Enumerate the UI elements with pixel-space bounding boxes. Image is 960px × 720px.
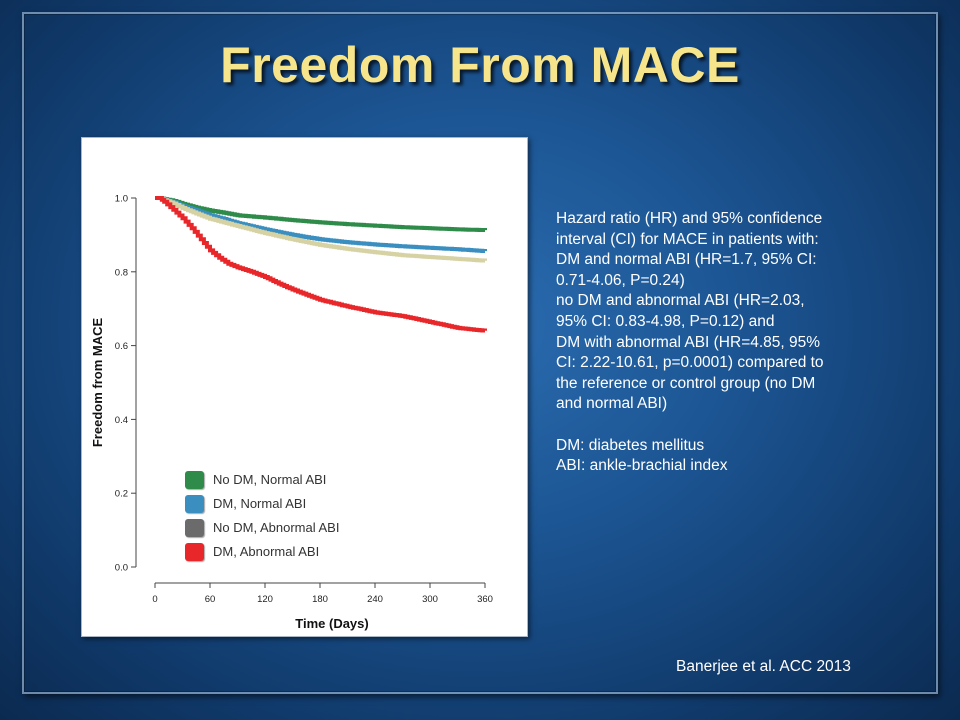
note-line: Hazard ratio (HR) and 95% confidence — [556, 210, 823, 227]
legend-swatch — [185, 471, 204, 489]
y-tick-label: 0.8 — [115, 267, 128, 278]
legend-swatch — [185, 543, 204, 561]
x-tick-label: 300 — [422, 594, 438, 605]
legend-label: No DM, Normal ABI — [213, 472, 327, 487]
note-line: and normal ABI) — [556, 395, 668, 413]
legend-item: DM, Abnormal ABI — [185, 543, 385, 561]
series-line-3 — [155, 196, 487, 263]
legend-swatch — [185, 495, 204, 513]
x-tick-label: 120 — [257, 594, 273, 605]
survival-chart: 0.0 0.2 0.4 0.6 0.8 1.0 0 60 120 180 240 300 360 Time… — [90, 194, 493, 632]
x-tick-label: 180 — [312, 594, 328, 605]
chart-panel: 0.0 0.2 0.4 0.6 0.8 1.0 0 60 120 180 240 300 360 Time… — [81, 137, 528, 637]
note-line: 95% CI: 0.83-4.98, P=0.12) and — [556, 312, 775, 330]
y-tick-label: 1.0 — [115, 194, 128, 205]
note-line: CI: 2.22-10.61, p=0.0001) compared to — [556, 354, 824, 372]
legend-label: DM, Normal ABI — [213, 496, 307, 511]
note-line: interval (CI) for MACE in patients with: — [556, 230, 819, 248]
y-tick-label: 0.0 — [115, 563, 128, 574]
y-axis-label: Freedom from MACE — [90, 318, 105, 448]
series-line-4 — [155, 196, 487, 333]
legend-label: DM, Abnormal ABI — [213, 544, 320, 559]
legend-label: No DM, Abnormal ABI — [213, 520, 340, 535]
x-tick-label: 360 — [477, 594, 493, 605]
y-tick-label: 0.4 — [115, 415, 128, 426]
legend-item: DM, Normal ABI — [185, 495, 385, 513]
note-spacer — [556, 415, 896, 436]
note-line: no DM and abnormal ABI (HR=2.03, — [556, 292, 805, 310]
definition-line: ABI: ankle-brachial index — [556, 457, 728, 475]
x-tick-label: 60 — [205, 594, 216, 605]
legend-item: No DM, Normal ABI — [185, 471, 385, 489]
note-line: DM and normal ABI (HR=1.7, 95% CI: — [556, 251, 817, 269]
x-axis-label: Time (Days) — [295, 616, 368, 631]
note-line: DM with abnormal ABI (HR=4.85, 95% — [556, 333, 821, 351]
x-tick-label: 240 — [367, 594, 383, 605]
note-line: 0.71-4.06, P=0.24) — [556, 271, 685, 289]
series-line-1 — [155, 196, 487, 232]
legend-swatch — [185, 519, 204, 537]
hazard-ratio-notes: Hazard ratio (HR) and 95% confidence inte… — [556, 209, 896, 477]
definition-line: DM: diabetes mellitus — [556, 436, 705, 454]
citation: Banerjee et al. ACC 2013 — [676, 658, 851, 675]
note-line: the reference or control group (no DM — [556, 374, 816, 392]
series-line-2 — [155, 196, 487, 253]
y-tick-label: 0.2 — [115, 489, 128, 500]
legend-item: No DM, Abnormal ABI — [185, 519, 385, 537]
slide-title: Freedom From MACE — [220, 37, 740, 93]
slide-frame — [22, 12, 938, 694]
x-tick-label: 0 — [152, 594, 157, 605]
y-tick-label: 0.6 — [115, 341, 128, 352]
